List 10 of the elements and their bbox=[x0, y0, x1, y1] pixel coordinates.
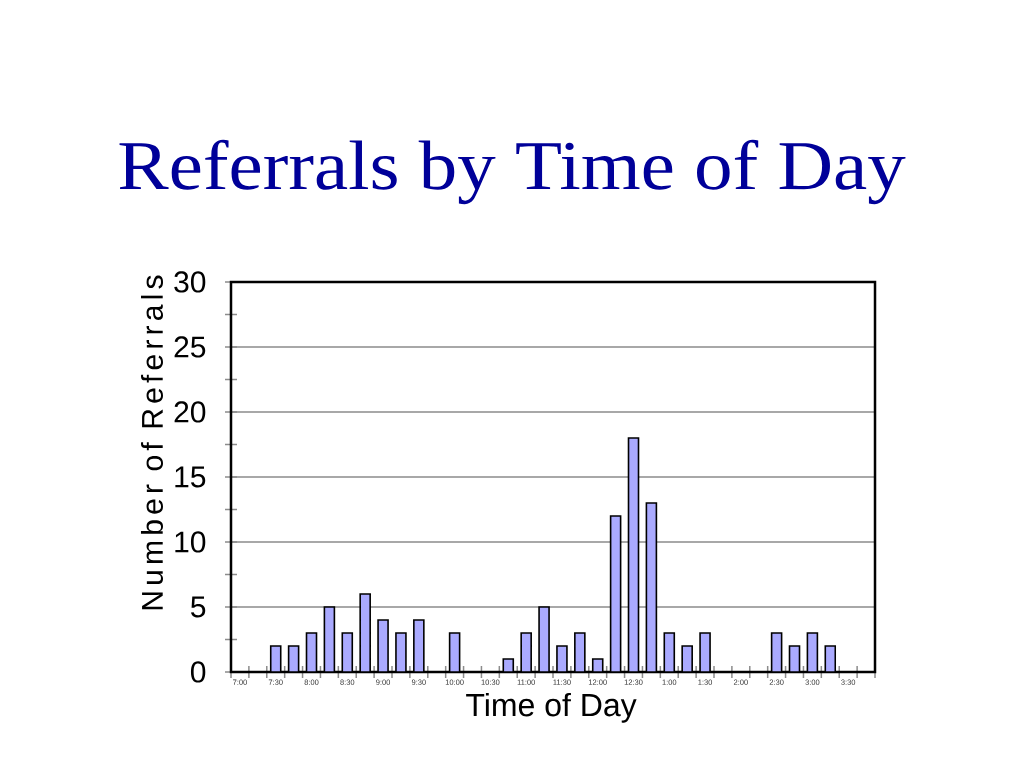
y-tick-label: 5 bbox=[190, 596, 206, 618]
y-tick-label: 20 bbox=[174, 401, 206, 423]
y-tick-label: 15 bbox=[175, 466, 206, 488]
chart-title: Referrals by Time of Day bbox=[119, 139, 906, 205]
y-axis-title: Number of Referrals bbox=[140, 275, 164, 610]
y-tick-label: 10 bbox=[175, 531, 206, 553]
y-tick-label: 25 bbox=[174, 336, 206, 358]
y-tick-label: 0 bbox=[190, 661, 206, 683]
x-axis-title: Time of Day bbox=[466, 692, 637, 723]
y-tick-label: 30 bbox=[174, 271, 206, 293]
